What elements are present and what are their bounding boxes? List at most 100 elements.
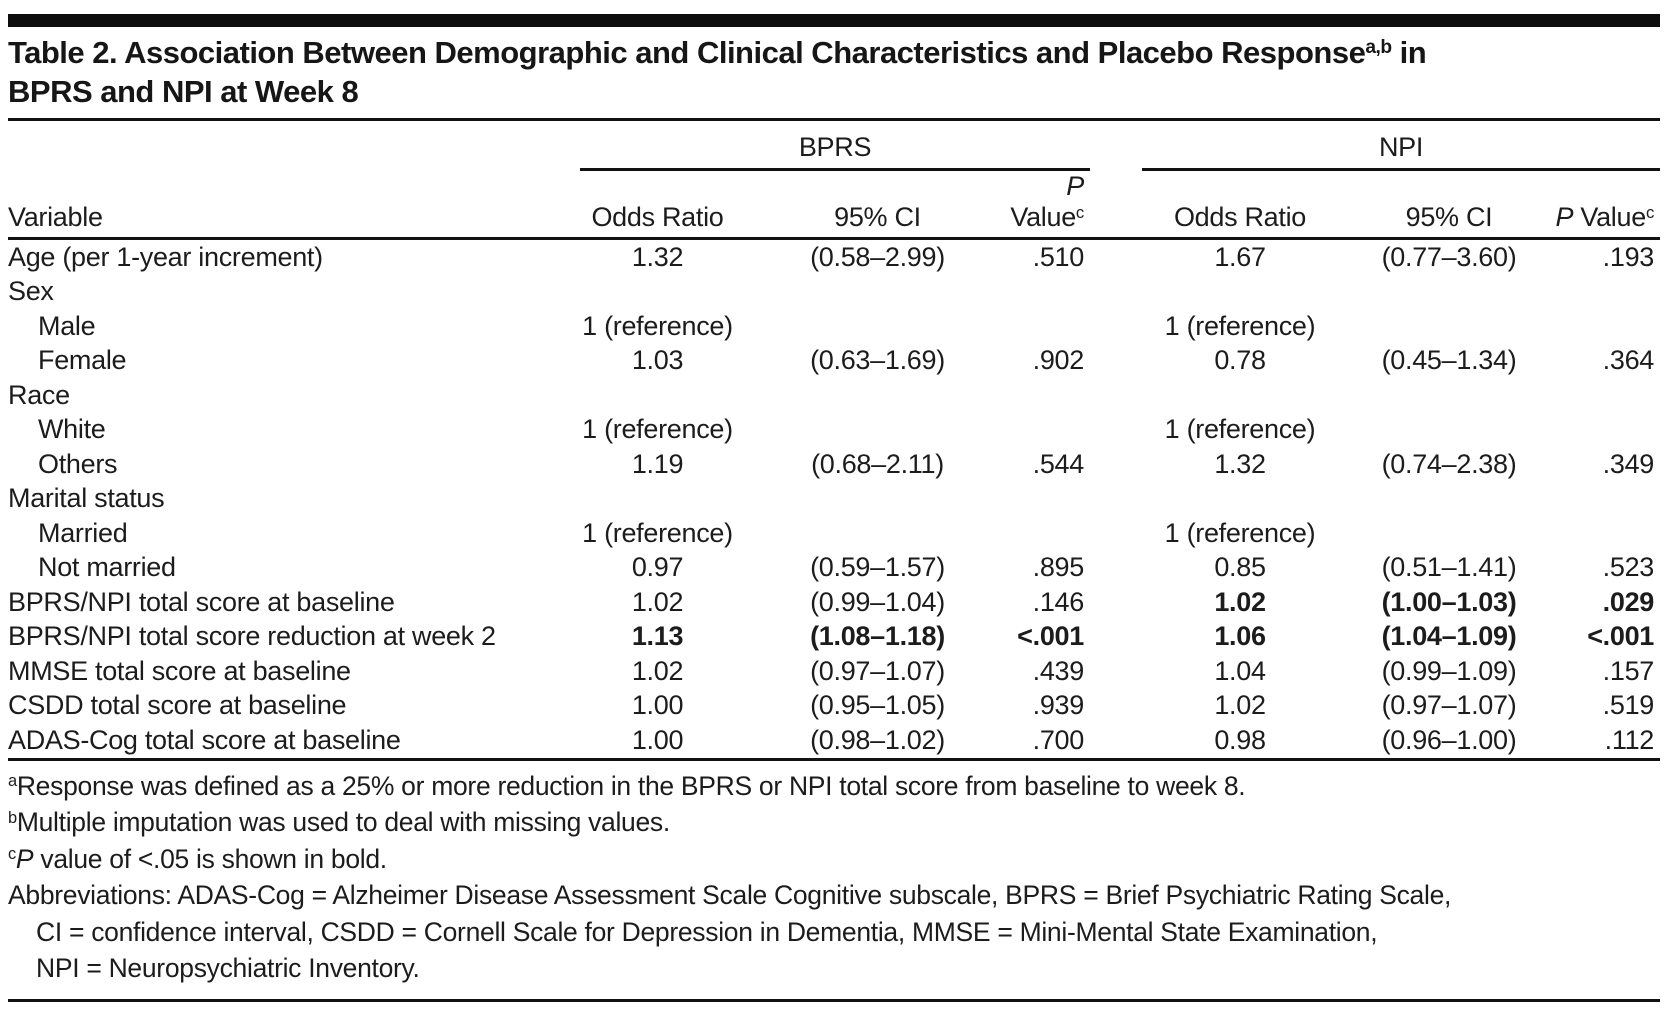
group-header-row: BPRS NPI — [8, 121, 1661, 171]
footnote-b: bMultiple imputation was used to deal wi… — [8, 804, 1660, 841]
group-header-npi: NPI — [1090, 121, 1661, 171]
row-label: White — [38, 414, 106, 445]
cell-npi-odds-ratio: 1 (reference) — [1164, 310, 1316, 341]
cell-npi-p-value: .364 — [1602, 345, 1655, 376]
cell-npi-ci: (1.00–1.03) — [1381, 586, 1517, 617]
cell-bprs-p-value — [990, 378, 1090, 413]
cell-bprs-p-value — [990, 482, 1090, 517]
cell-bprs-p-value: .439 — [1032, 655, 1085, 686]
row-label: Male — [38, 310, 96, 341]
cell-npi-ci: (0.74–2.38) — [1381, 448, 1517, 479]
cell-bprs-ci: (0.59–1.57) — [810, 552, 945, 583]
cell-npi-ci: (0.51–1.41) — [1381, 552, 1517, 583]
p-superscript: c — [1645, 202, 1655, 222]
cell-npi-ci: (0.97–1.07) — [1381, 690, 1517, 721]
cell-npi-odds-ratio — [1090, 482, 1345, 517]
cell-bprs-ci — [765, 275, 990, 310]
row-label: ADAS-Cog total score at baseline — [8, 723, 550, 761]
cell-bprs-ci: (0.98–1.02) — [765, 723, 990, 761]
cell-bprs-ci: (0.63–1.69) — [810, 345, 945, 376]
cell-bprs-odds-ratio — [550, 275, 765, 310]
footnote-a: aResponse was defined as a 25% or more r… — [8, 768, 1660, 805]
cell-bprs-ci — [765, 516, 990, 551]
cell-npi-ci: (0.45–1.34) — [1381, 345, 1517, 376]
cell-npi-odds-ratio — [1090, 275, 1345, 310]
group-header-npi-label: NPI — [1142, 132, 1661, 171]
row-label: Race — [8, 379, 70, 410]
cell-npi-ci: (0.96–1.00) — [1345, 723, 1553, 761]
cell-bprs-odds-ratio: 1 (reference) — [582, 414, 733, 445]
cell-bprs-ci — [765, 309, 990, 344]
cell-bprs-ci: (1.08–1.18) — [810, 621, 945, 652]
footnote-c-italic-p: P — [15, 843, 34, 874]
cell-npi-p-value — [1553, 378, 1660, 413]
column-header-variable: Variable — [8, 171, 550, 240]
cell-npi-p-value — [1553, 516, 1660, 551]
cell-npi-ci — [1345, 482, 1553, 517]
row-label: BPRS/NPI total score reduction at week 2 — [8, 621, 496, 652]
cell-bprs-odds-ratio: 1.02 — [631, 586, 684, 617]
cell-bprs-ci: (0.97–1.07) — [810, 655, 945, 686]
column-header-row: Variable Odds Ratio 95% CI P Valuec Odds… — [8, 171, 1661, 240]
cell-bprs-ci — [765, 413, 990, 448]
table-title: Table 2. Association Between Demographic… — [8, 33, 1660, 111]
column-header-npi-p-value: P Valuec — [1553, 171, 1661, 240]
p-rest: Value — [1010, 202, 1076, 232]
cell-npi-p-value — [1553, 275, 1660, 310]
cell-npi-odds-ratio — [1090, 378, 1345, 413]
cell-bprs-p-value: .700 — [990, 723, 1090, 761]
cell-bprs-p-value: .544 — [1032, 448, 1085, 479]
table-row: Not married 0.97 (0.59–1.57) .895 0.85 (… — [8, 551, 1660, 586]
cell-bprs-odds-ratio: 1.19 — [631, 448, 684, 479]
cell-bprs-p-value: .510 — [1032, 241, 1085, 272]
row-label: Female — [38, 345, 127, 376]
top-heavy-rule — [8, 14, 1660, 27]
table-row: Male 1 (reference) 1 (reference) — [8, 309, 1660, 344]
cell-npi-ci — [1345, 309, 1553, 344]
column-header-bprs-ci: 95% CI — [765, 171, 990, 240]
cell-npi-odds-ratio: 0.98 — [1090, 723, 1345, 761]
cell-bprs-p-value — [990, 516, 1090, 551]
row-label: Married — [38, 517, 128, 548]
cell-bprs-p-value: <.001 — [1017, 621, 1084, 652]
table-title-line1: Table 2. Association Between Demographic… — [8, 35, 1366, 70]
row-label: BPRS/NPI total score at baseline — [8, 586, 395, 617]
cell-bprs-odds-ratio: 1 (reference) — [582, 517, 733, 548]
abbreviations-line-2: CI = confidence interval, CSDD = Cornell… — [36, 916, 1378, 947]
cell-npi-p-value — [1553, 309, 1660, 344]
table-row: BPRS/NPI total score reduction at week 2… — [8, 620, 1660, 655]
cell-npi-ci: (0.99–1.09) — [1381, 655, 1517, 686]
footnote-a-text: Response was defined as a 25% or more re… — [16, 770, 1246, 801]
cell-bprs-ci: (0.68–2.11) — [811, 448, 944, 479]
row-label: Sex — [8, 276, 54, 307]
cell-bprs-odds-ratio: 0.97 — [631, 552, 684, 583]
cell-npi-ci — [1345, 275, 1553, 310]
cell-npi-p-value: .519 — [1602, 690, 1655, 721]
cell-npi-odds-ratio: 1 (reference) — [1164, 517, 1316, 548]
table-row: Sex — [8, 275, 1660, 310]
table-row: Female 1.03 (0.63–1.69) .902 0.78 (0.45–… — [8, 344, 1660, 379]
cell-npi-p-value: .193 — [1602, 241, 1655, 272]
footnote-a-marker: a — [8, 772, 17, 791]
table-row: Age (per 1-year increment) 1.32 (0.58–2.… — [8, 239, 1660, 275]
cell-bprs-p-value: .895 — [1032, 552, 1085, 583]
cell-bprs-odds-ratio: 1.03 — [631, 345, 684, 376]
stats-table: BPRS NPI Variable Odds Ratio 95% CI P Va… — [8, 121, 1661, 761]
footnote-c: cP value of <.05 is shown in bold. — [8, 841, 1660, 878]
cell-bprs-p-value — [990, 413, 1090, 448]
cell-npi-p-value: <.001 — [1587, 621, 1655, 652]
cell-npi-odds-ratio: 1.06 — [1214, 621, 1266, 652]
p-italic: P — [1555, 202, 1574, 232]
row-label: MMSE total score at baseline — [8, 655, 351, 686]
row-label: Marital status — [8, 483, 165, 514]
cell-bprs-odds-ratio: 1.32 — [631, 241, 684, 272]
cell-npi-ci — [1345, 378, 1553, 413]
cell-npi-ci — [1345, 516, 1553, 551]
cell-bprs-ci — [765, 482, 990, 517]
table-title-superscript: a,b — [1365, 37, 1392, 59]
cell-npi-odds-ratio: 1.67 — [1214, 241, 1266, 272]
abbreviations-line-1: Abbreviations: ADAS-Cog = Alzheimer Dise… — [8, 880, 1452, 910]
table-row: CSDD total score at baseline 1.00 (0.95–… — [8, 689, 1660, 724]
cell-npi-odds-ratio: 1.32 — [1214, 448, 1266, 479]
